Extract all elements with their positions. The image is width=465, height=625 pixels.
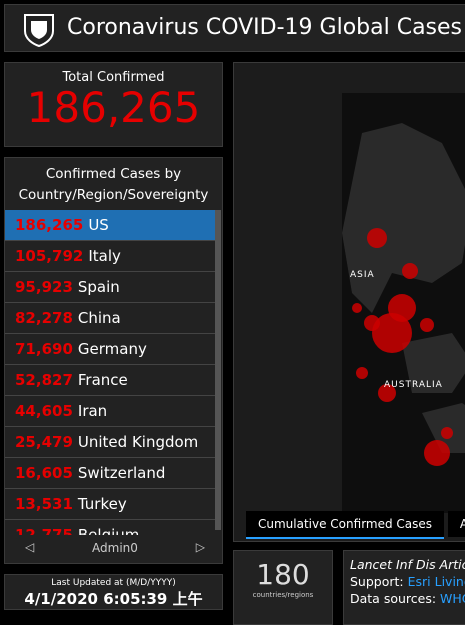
list-panel: Confirmed Cases by Country/Region/Sovere… — [4, 157, 223, 564]
tabs: Cumulative Confirmed Cases Active Cases — [246, 511, 465, 539]
updated-value: 4/1/2020 6:05:39 上午 — [24, 590, 203, 608]
tab[interactable]: Cumulative Confirmed Cases — [246, 511, 445, 539]
map — [342, 93, 465, 513]
row-country: United Kingdom — [77, 433, 199, 451]
row-country: China — [77, 309, 121, 327]
row-count: 52,827 — [15, 371, 73, 389]
scrollbar — [215, 210, 221, 530]
row[interactable]: 82,278 China — [5, 303, 215, 334]
info-line: Lancet Inf Dis Article — [350, 557, 465, 572]
row[interactable]: 105,792 Italy — [5, 241, 215, 272]
row[interactable]: 25,479 United Kingdom — [5, 427, 215, 458]
sources-label: Data sources: — [350, 591, 437, 606]
row-count: 16,605 — [15, 464, 73, 482]
map-panel: ASIA AUSTRALIA Cumulative Confirmed Case… — [233, 62, 465, 542]
title: Coronavirus COVID-19 Global Cases — [67, 15, 463, 40]
row[interactable]: 16,605 Switzerland — [5, 458, 215, 489]
row-count: 25,479 — [15, 433, 73, 451]
row[interactable]: 52,827 France — [5, 365, 215, 396]
row-country: US — [88, 216, 109, 234]
total-value: 186,265 — [26, 83, 201, 132]
row-country: Iran — [77, 402, 108, 420]
info-line: Data sources: WHO, CDC — [350, 590, 465, 607]
list-title: Confirmed Cases by Country/Region/Sovere… — [18, 166, 209, 203]
row-count: 71,690 — [15, 340, 73, 358]
prev[interactable]: ◁ — [25, 540, 35, 554]
row-country: Switzerland — [77, 464, 166, 482]
row-count: 44,605 — [15, 402, 73, 420]
map-label: AUSTRALIA — [384, 380, 443, 390]
row[interactable]: 186,265 US — [5, 210, 215, 241]
next[interactable]: ▷ — [195, 540, 205, 554]
row-count: 13,531 — [15, 495, 73, 513]
info-line: Support: Esri Living Atlas Team — [350, 573, 465, 590]
total-panel: Total Confirmed 186,265 — [4, 62, 223, 147]
link[interactable]: Esri Living Atlas Team — [407, 574, 465, 589]
row-count: 186,265 — [15, 216, 84, 234]
info-panel: Lancet Inf Dis Article Support: Esri Liv… — [343, 550, 465, 625]
count-value: 180 — [256, 558, 310, 591]
row[interactable]: 44,605 Iran — [5, 396, 215, 427]
total-label: Total Confirmed — [62, 70, 165, 85]
count-label: countries/regions — [252, 591, 314, 599]
row-count: 105,792 — [15, 247, 84, 265]
updated-panel: Last Updated at (M/D/YYYY) 4/1/2020 6:05… — [4, 574, 223, 610]
row-country: Germany — [77, 340, 147, 358]
row[interactable]: 12,775 Belgium — [5, 520, 215, 535]
row[interactable]: 71,690 Germany — [5, 334, 215, 365]
row-country: Turkey — [77, 495, 127, 513]
layer-name: Admin0 — [92, 541, 138, 555]
row-count: 95,923 — [15, 278, 73, 296]
tab[interactable]: Active Cases — [447, 511, 465, 537]
list-footer: ◁ Admin0 ▷ — [15, 535, 215, 563]
updated-label: Last Updated at (M/D/YYYY) — [51, 578, 176, 588]
row-count: 82,278 — [15, 309, 73, 327]
count-panel: 180 countries/regions — [233, 550, 333, 625]
list: 186,265 US 105,792 Italy 95,923 Spain 82,278 Ch… — [5, 210, 215, 535]
link[interactable]: WHO, CDC — [440, 591, 465, 606]
row-country: Spain — [77, 278, 120, 296]
row-country: France — [77, 371, 128, 389]
row-country: Belgium — [77, 526, 140, 535]
header: Coronavirus COVID-19 Global Cases — [4, 4, 465, 52]
support-label: Support: — [350, 574, 404, 589]
map-label: ASIA — [350, 270, 375, 280]
row[interactable]: 13,531 Turkey — [5, 489, 215, 520]
logo — [24, 14, 54, 47]
row-count: 12,775 — [15, 526, 73, 535]
row[interactable]: 95,923 Spain — [5, 272, 215, 303]
row-country: Italy — [88, 247, 121, 265]
